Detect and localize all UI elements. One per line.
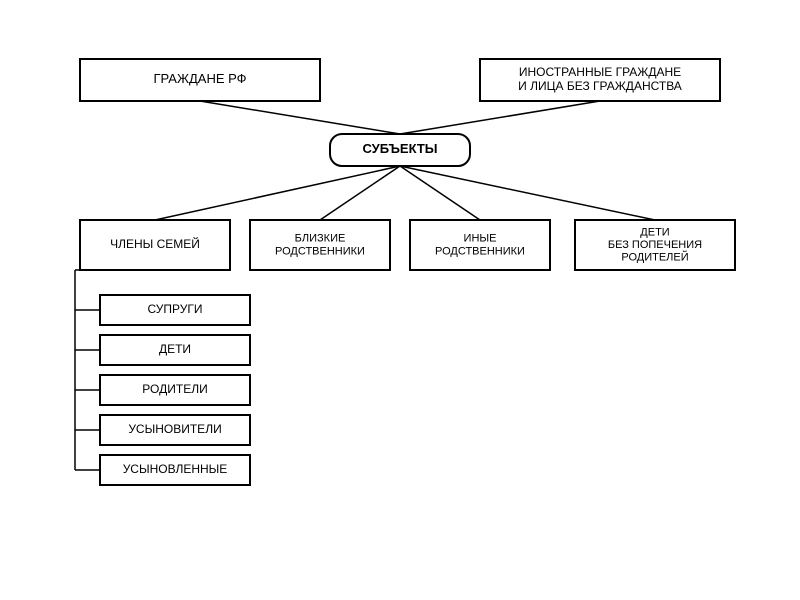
nodes-layer: СУБЪЕКТЫ ГРАЖДАНЕ РФ ИНОСТРАННЫЕ ГРАЖДАНЕИ… xyxy=(80,59,735,485)
node-s4: УСЫНОВИТЕЛИ xyxy=(100,415,250,445)
node-s1: СУПРУГИ xyxy=(100,295,250,325)
node-label-s4: УСЫНОВИТЕЛИ xyxy=(128,422,221,436)
node-b4: ДЕТИБЕЗ ПОПЕЧЕНИЯРОДИТЕЛЕЙ xyxy=(575,220,735,270)
node-b3: ИНЫЕРОДСТВЕННИКИ xyxy=(410,220,550,270)
node-top_right: ИНОСТРАННЫЕ ГРАЖДАНЕИ ЛИЦА БЕЗ ГРАЖДАНСТ… xyxy=(480,59,720,101)
diagram-canvas: СУБЪЕКТЫ ГРАЖДАНЕ РФ ИНОСТРАННЫЕ ГРАЖДАНЕИ… xyxy=(0,0,800,600)
node-label-center: СУБЪЕКТЫ xyxy=(362,141,437,156)
edge-center-b4 xyxy=(400,166,655,220)
node-label-top_right: ИНОСТРАННЫЕ ГРАЖДАНЕИ ЛИЦА БЕЗ ГРАЖДАНСТ… xyxy=(518,65,682,93)
comb-layer xyxy=(75,270,100,470)
node-label-s5: УСЫНОВЛЕННЫЕ xyxy=(123,462,228,476)
edge-center-b1 xyxy=(155,166,400,220)
edge-center-top_left xyxy=(200,101,400,134)
node-label-s2: ДЕТИ xyxy=(159,342,191,356)
node-center: СУБЪЕКТЫ xyxy=(330,134,470,166)
node-label-top_left: ГРАЖДАНЕ РФ xyxy=(153,71,246,86)
node-s5: УСЫНОВЛЕННЫЕ xyxy=(100,455,250,485)
node-label-s1: СУПРУГИ xyxy=(147,302,202,316)
edge-center-top_right xyxy=(400,101,600,134)
node-b2: БЛИЗКИЕРОДСТВЕННИКИ xyxy=(250,220,390,270)
node-label-s3: РОДИТЕЛИ xyxy=(142,382,207,396)
node-s3: РОДИТЕЛИ xyxy=(100,375,250,405)
node-top_left: ГРАЖДАНЕ РФ xyxy=(80,59,320,101)
node-b1: ЧЛЕНЫ СЕМЕЙ xyxy=(80,220,230,270)
node-s2: ДЕТИ xyxy=(100,335,250,365)
node-label-b1: ЧЛЕНЫ СЕМЕЙ xyxy=(110,236,200,251)
